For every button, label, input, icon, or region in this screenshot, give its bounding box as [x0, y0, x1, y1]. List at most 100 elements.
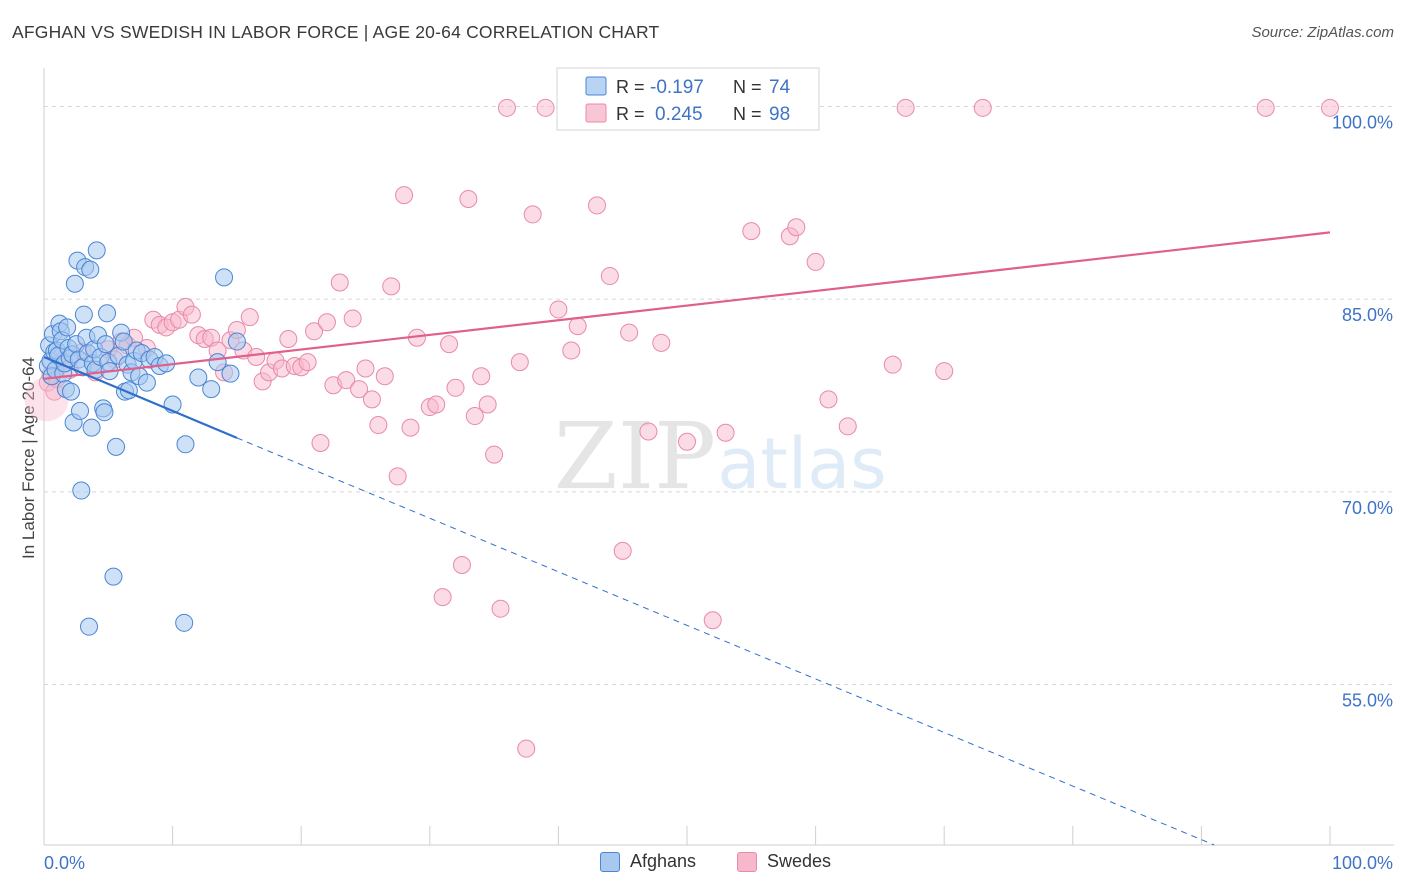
swedes-point [497, 98, 516, 117]
y-tick-label: 85.0% [1342, 305, 1393, 325]
swedes-point [369, 416, 388, 435]
swedes-point [446, 378, 465, 397]
grid-lines [44, 106, 1394, 685]
afghans-point [80, 617, 99, 636]
swedes-point [247, 347, 266, 366]
afghans-point [176, 435, 195, 454]
swedes-point [337, 371, 356, 390]
watermark-zip: ZIP [554, 403, 716, 510]
swedes-point [433, 588, 452, 607]
y-tick-labels: 55.0% 70.0% 85.0% 100.0% [1332, 113, 1393, 711]
legend-swatch-swedes [737, 851, 757, 872]
x-tick-label: 100.0% [1332, 853, 1393, 873]
swedes-point [279, 329, 298, 348]
watermark-atlas: atlas [717, 423, 886, 505]
afghans-point [114, 332, 133, 351]
legend-afghans-swatch [585, 76, 607, 96]
afghans-point [215, 268, 234, 287]
afghans-point [71, 401, 90, 420]
swedes-point [330, 273, 349, 292]
afghans-point [202, 380, 221, 399]
legend-item-swedes: Swedes [737, 851, 831, 872]
swedes-point [452, 556, 471, 575]
swedes-point [620, 323, 639, 342]
swedes-point [343, 309, 362, 328]
swedes-point [459, 189, 478, 208]
swedes-point [896, 98, 915, 117]
swedes-point [350, 380, 369, 399]
swedes-trend-line [43, 231, 1331, 380]
legend-swedes-swatch [585, 103, 607, 123]
legend-swedes-r-value: 0.245 [655, 104, 703, 125]
legend-swedes-n-value: 98 [769, 104, 790, 125]
y-tick-label: 100.0% [1332, 113, 1393, 133]
swedes-point [382, 277, 401, 296]
afghans-point [74, 305, 93, 324]
afghans-point [104, 567, 123, 586]
swedes-point [562, 341, 581, 360]
swedes-point [362, 390, 381, 409]
source-credit: Source: ZipAtlas.com [1251, 24, 1394, 41]
afghans-point [82, 418, 101, 437]
afghans-points [38, 241, 246, 636]
swedes-point [317, 313, 336, 332]
legend-label-swedes: Swedes [767, 851, 832, 871]
swedes-point [568, 317, 587, 336]
swedes-point [819, 390, 838, 409]
swedes-point [600, 267, 619, 286]
swedes-point [491, 599, 510, 618]
afghans-point [137, 373, 156, 392]
swedes-point [652, 333, 671, 352]
swedes-point [427, 395, 446, 414]
swedes-point [401, 418, 420, 437]
y-axis-label: In Labor Force | Age 20-64 [19, 357, 38, 559]
swedes-point [465, 407, 484, 426]
afghans-point [87, 241, 106, 260]
legend-swatch-afghans [600, 851, 620, 872]
swedes-point [703, 611, 722, 630]
swedes-point [240, 308, 259, 327]
trend-lines [43, 231, 1331, 846]
legend-swedes-n-label: N = [733, 104, 762, 124]
y-tick-label: 70.0% [1342, 498, 1393, 518]
swedes-point [523, 205, 542, 224]
afghans-trend-line [43, 355, 238, 439]
swedes-point [838, 417, 857, 436]
afghans-point [65, 274, 84, 293]
legend-label-afghans: Afghans [630, 851, 697, 871]
swedes-point [182, 305, 201, 324]
swedes-point [883, 355, 902, 374]
swedes-point [613, 541, 632, 560]
axes [43, 68, 1394, 846]
legend-afghans-n-value: 74 [769, 77, 791, 98]
afghans-point [81, 260, 100, 279]
swedes-point [935, 362, 954, 381]
afghans-point [96, 335, 115, 354]
swedes-point [510, 353, 529, 372]
swedes-point [478, 395, 497, 414]
swedes-point [1256, 98, 1275, 117]
swedes-point [639, 422, 658, 441]
swedes-point [375, 367, 394, 386]
swedes-point [311, 434, 330, 453]
swedes-point [298, 353, 317, 372]
x-tick-labels: 0.0% 100.0% [44, 853, 1393, 873]
afghans-point [227, 332, 246, 351]
afghans-point [72, 481, 91, 500]
afghans-point [95, 403, 114, 422]
swedes-point [472, 367, 491, 386]
chart-title: AFGHAN VS SWEDISH IN LABOR FORCE | AGE 2… [12, 22, 660, 42]
swedes-point [395, 186, 414, 205]
swedes-point [517, 739, 536, 758]
watermark: ZIP atlas [554, 403, 887, 510]
swedes-point [536, 98, 555, 117]
legend-afghans-r-label: R = [616, 77, 645, 97]
y-tick-label: 55.0% [1342, 690, 1393, 710]
afghans-point [58, 318, 77, 337]
swedes-point [485, 445, 504, 464]
swedes-point [356, 359, 375, 378]
swedes-point [716, 423, 735, 442]
swedes-point [742, 222, 761, 241]
legend-swedes-r-label: R = [616, 104, 645, 124]
